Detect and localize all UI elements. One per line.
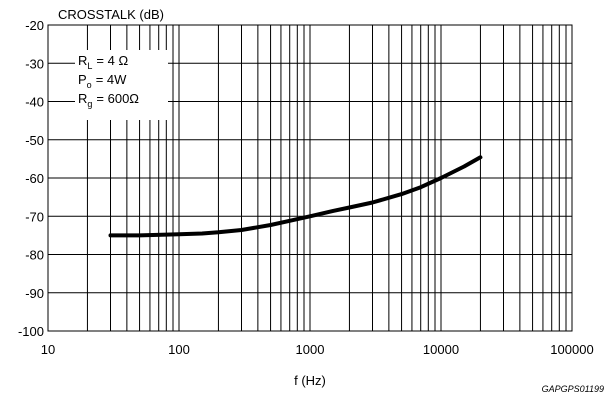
x-axis-label: f (Hz) <box>294 373 326 388</box>
y-tick-label: -80 <box>25 248 44 263</box>
y-tick-label: -90 <box>25 286 44 301</box>
x-tick-label: 1000 <box>296 342 325 357</box>
x-tick-label: 10 <box>41 342 55 357</box>
crosstalk-line <box>108 155 483 238</box>
y-axis-label: CROSSTALK (dB) <box>58 7 164 22</box>
y-tick-label: -60 <box>25 171 44 186</box>
y-tick-label: -50 <box>25 133 44 148</box>
condition-rg: Rg = 600Ω <box>78 91 139 109</box>
conditions-box: RL = 4 Ω Po = 4W Rg = 600Ω <box>75 50 168 120</box>
x-tick-labels: 10 100 1000 10000 100000 <box>41 342 594 357</box>
y-tick-label: -100 <box>18 324 44 339</box>
figure-code: GAPGPS01199 <box>542 384 604 394</box>
plot-frame <box>47 24 573 332</box>
y-tick-label: -40 <box>25 95 44 110</box>
x-tick-label: 10000 <box>423 342 459 357</box>
y-tick-label: -70 <box>25 209 44 224</box>
condition-rl: RL = 4 Ω <box>78 53 128 71</box>
x-tick-label: 100 <box>168 342 190 357</box>
y-tick-label: -20 <box>25 18 44 33</box>
condition-po: Po = 4W <box>78 72 127 90</box>
x-tick-label: 100000 <box>550 342 593 357</box>
y-tick-label: -30 <box>25 56 44 71</box>
y-tick-labels: -20 -30 -40 -50 -60 -70 -80 -90 -100 <box>18 18 44 339</box>
